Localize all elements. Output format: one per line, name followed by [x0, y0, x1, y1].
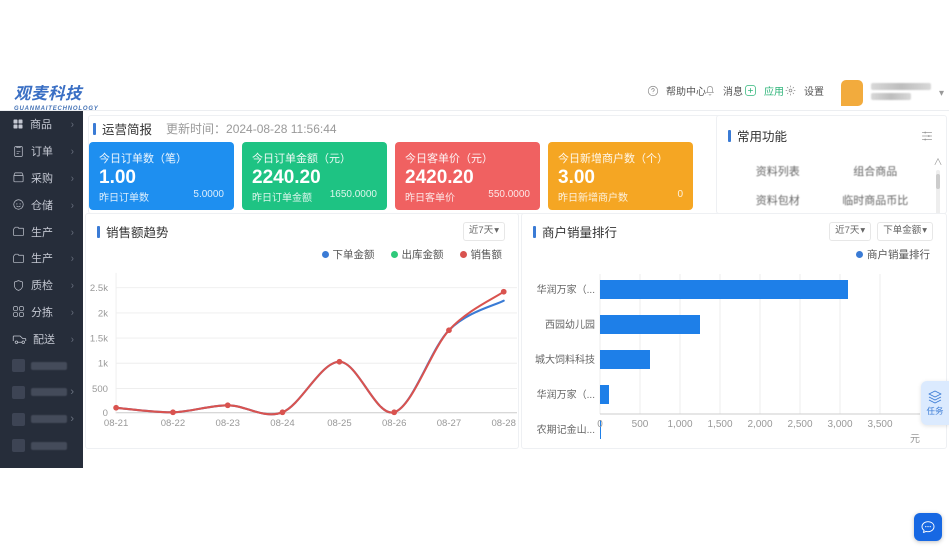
svg-text:华润万家（...: 华润万家（... [537, 283, 595, 296]
svg-text:西园幼儿园: 西园幼儿园 [545, 318, 595, 331]
svg-text:08-22: 08-22 [161, 418, 185, 429]
svg-text:08-24: 08-24 [270, 418, 295, 429]
svg-text:农期记金山...: 农期记金山... [537, 423, 595, 436]
svg-text:华润万家（...: 华润万家（... [537, 388, 595, 401]
svg-text:1.5k: 1.5k [90, 333, 108, 344]
svg-text:元: 元 [910, 434, 920, 445]
svg-text:08-27: 08-27 [437, 418, 461, 429]
svg-text:2k: 2k [98, 308, 108, 319]
svg-text:1k: 1k [98, 359, 108, 370]
svg-text:1,000: 1,000 [667, 419, 692, 430]
svg-text:500: 500 [92, 384, 108, 395]
svg-text:2,000: 2,000 [747, 419, 772, 430]
svg-text:1,500: 1,500 [707, 419, 732, 430]
svg-text:08-28: 08-28 [492, 418, 516, 429]
svg-text:08-25: 08-25 [327, 418, 351, 429]
svg-text:2.5k: 2.5k [90, 283, 108, 294]
svg-text:0: 0 [597, 419, 603, 430]
svg-text:3,500: 3,500 [867, 419, 892, 430]
svg-text:08-23: 08-23 [216, 418, 240, 429]
svg-text:08-21: 08-21 [104, 418, 128, 429]
svg-text:城大饲料科技: 城大饲料科技 [535, 353, 595, 366]
svg-text:08-26: 08-26 [382, 418, 406, 429]
svg-text:3,000: 3,000 [827, 419, 852, 430]
svg-text:2,500: 2,500 [787, 419, 812, 430]
svg-text:500: 500 [632, 419, 649, 430]
